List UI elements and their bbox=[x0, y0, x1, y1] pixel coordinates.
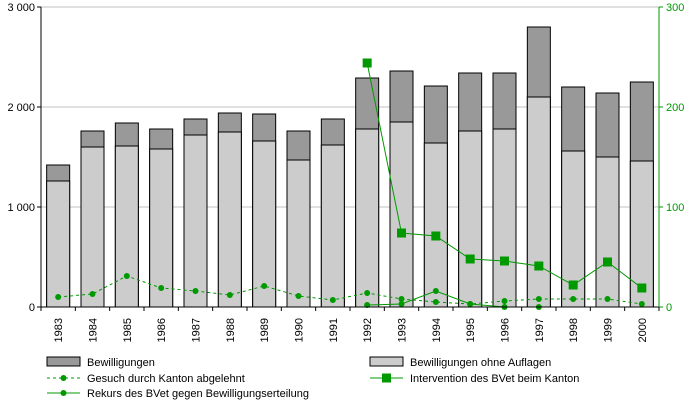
point-gesuch-abgelehnt bbox=[192, 288, 199, 294]
point-intervention-bvet bbox=[397, 228, 406, 238]
series-lines bbox=[55, 58, 647, 310]
left-tick-label: 0 bbox=[29, 302, 35, 314]
bar-bewilligungen-ohne-auflagen bbox=[252, 140, 277, 308]
x-tick-label: 1983 bbox=[53, 318, 65, 342]
point-gesuch-abgelehnt bbox=[89, 291, 96, 297]
point-gesuch-abgelehnt bbox=[398, 296, 405, 302]
point-gesuch-abgelehnt bbox=[158, 285, 165, 291]
point-gesuch-abgelehnt bbox=[295, 293, 302, 299]
x-tick-label: 1994 bbox=[431, 318, 443, 342]
x-tick-label: 1985 bbox=[122, 318, 134, 342]
point-gesuch-abgelehnt bbox=[364, 290, 371, 296]
bar-bewilligungen-ohne-auflagen bbox=[320, 144, 345, 308]
bar-bewilligungen-ohne-auflagen bbox=[217, 131, 242, 308]
point-gesuch-abgelehnt bbox=[501, 298, 508, 304]
legend-intervention-bvet-label: Intervention des BVet beim Kanton bbox=[410, 373, 579, 385]
axes bbox=[37, 6, 663, 311]
legend-gesuch-abgelehnt-label: Gesuch durch Kanton abgelehnt bbox=[87, 373, 245, 385]
left-tick-label: 3 000 bbox=[7, 2, 35, 14]
x-tick-label: 1989 bbox=[259, 318, 271, 342]
legend-rekurs-bvet-label: Rekurs des BVet gegen Bewilligungserteil… bbox=[87, 388, 309, 400]
x-tick-label: 1995 bbox=[465, 318, 477, 342]
left-tick-label: 2 000 bbox=[7, 102, 35, 114]
point-gesuch-abgelehnt bbox=[123, 273, 130, 279]
bar-bewilligungen-ohne-auflagen bbox=[389, 121, 414, 308]
point-gesuch-abgelehnt bbox=[329, 297, 336, 303]
x-tick-label: 1992 bbox=[362, 318, 374, 342]
legend-bewilligungen-ohne-auflagen-swatch bbox=[369, 356, 404, 367]
bar-bewilligungen-ohne-auflagen bbox=[149, 148, 174, 308]
point-intervention-bvet bbox=[362, 58, 372, 68]
gridlines bbox=[41, 6, 659, 208]
point-intervention-bvet bbox=[568, 280, 578, 290]
bar-bewilligungen-ohne-auflagen bbox=[46, 180, 71, 308]
tick-labels: 0 1 000 2 000 3 000 0 100 200 300 1983 1984 1985 19… bbox=[7, 2, 684, 342]
point-intervention-bvet bbox=[637, 283, 647, 293]
point-gesuch-abgelehnt bbox=[226, 292, 233, 298]
right-tick-label: 200 bbox=[666, 102, 684, 114]
point-gesuch-abgelehnt bbox=[535, 296, 542, 302]
bar-bewilligungen-ohne-auflagen bbox=[423, 142, 448, 308]
bar-bewilligungen-ohne-auflagen bbox=[595, 156, 620, 308]
point-intervention-bvet bbox=[534, 261, 544, 271]
bar-bewilligungen-ohne-auflagen bbox=[183, 134, 208, 308]
right-tick-label: 300 bbox=[666, 2, 684, 14]
point-intervention-bvet bbox=[431, 231, 441, 241]
left-tick-label: 1 000 bbox=[7, 202, 35, 214]
x-tick-label: 1993 bbox=[397, 318, 409, 342]
line-gesuch-abgelehnt bbox=[58, 275, 642, 305]
legend-rekurs-bvet-marker bbox=[60, 390, 67, 396]
bar-bewilligungen-ohne-auflagen bbox=[458, 130, 483, 308]
point-rekurs-bvet bbox=[432, 288, 439, 294]
point-intervention-bvet bbox=[603, 257, 612, 267]
bar-bewilligungen-ohne-auflagen bbox=[355, 128, 380, 308]
right-tick-label: 100 bbox=[666, 202, 684, 214]
point-gesuch-abgelehnt bbox=[604, 296, 611, 302]
bar-bewilligungen-ohne-auflagen bbox=[526, 96, 551, 308]
x-tick-label: 1998 bbox=[568, 318, 580, 342]
bar-bewilligungen-ohne-auflagen bbox=[114, 145, 139, 308]
x-tick-label: 1986 bbox=[156, 318, 168, 342]
bars bbox=[46, 26, 654, 308]
legend-intervention-bvet-marker bbox=[382, 373, 391, 383]
x-tick-label: 2000 bbox=[637, 318, 649, 342]
bar-bewilligungen-ohne-auflagen bbox=[80, 146, 105, 308]
x-tick-label: 1987 bbox=[191, 318, 203, 342]
legend-bewilligungen-swatch bbox=[46, 356, 81, 367]
point-gesuch-abgelehnt bbox=[638, 301, 645, 307]
point-gesuch-abgelehnt bbox=[55, 294, 62, 300]
point-intervention-bvet bbox=[465, 254, 475, 264]
bar-bewilligungen-ohne-auflagen bbox=[492, 128, 517, 308]
x-tick-label: 1991 bbox=[328, 318, 340, 342]
x-tick-label: 1990 bbox=[294, 318, 306, 342]
point-gesuch-abgelehnt bbox=[570, 296, 577, 302]
point-rekurs-bvet bbox=[398, 301, 405, 307]
point-gesuch-abgelehnt bbox=[261, 283, 268, 289]
bar-bewilligungen-ohne-auflagen bbox=[286, 159, 311, 308]
point-intervention-bvet bbox=[500, 256, 509, 266]
legend-bewilligungen-label: Bewilligungen bbox=[87, 357, 155, 369]
legend: Bewilligungen Bewilligungen ohne Auflagen… bbox=[46, 356, 579, 400]
point-rekurs-bvet bbox=[467, 301, 474, 307]
x-tick-label: 1999 bbox=[603, 318, 615, 342]
right-tick-label: 0 bbox=[666, 302, 672, 314]
point-gesuch-abgelehnt bbox=[432, 299, 439, 305]
x-tick-label: 1996 bbox=[500, 318, 512, 342]
legend-bewilligungen-ohne-auflagen-label: Bewilligungen ohne Auflagen bbox=[410, 357, 551, 369]
x-tick-label: 1988 bbox=[225, 318, 237, 342]
x-tick-label: 1984 bbox=[88, 318, 100, 342]
legend-gesuch-abgelehnt-marker bbox=[60, 375, 67, 381]
x-tick-label: 1997 bbox=[534, 318, 546, 342]
